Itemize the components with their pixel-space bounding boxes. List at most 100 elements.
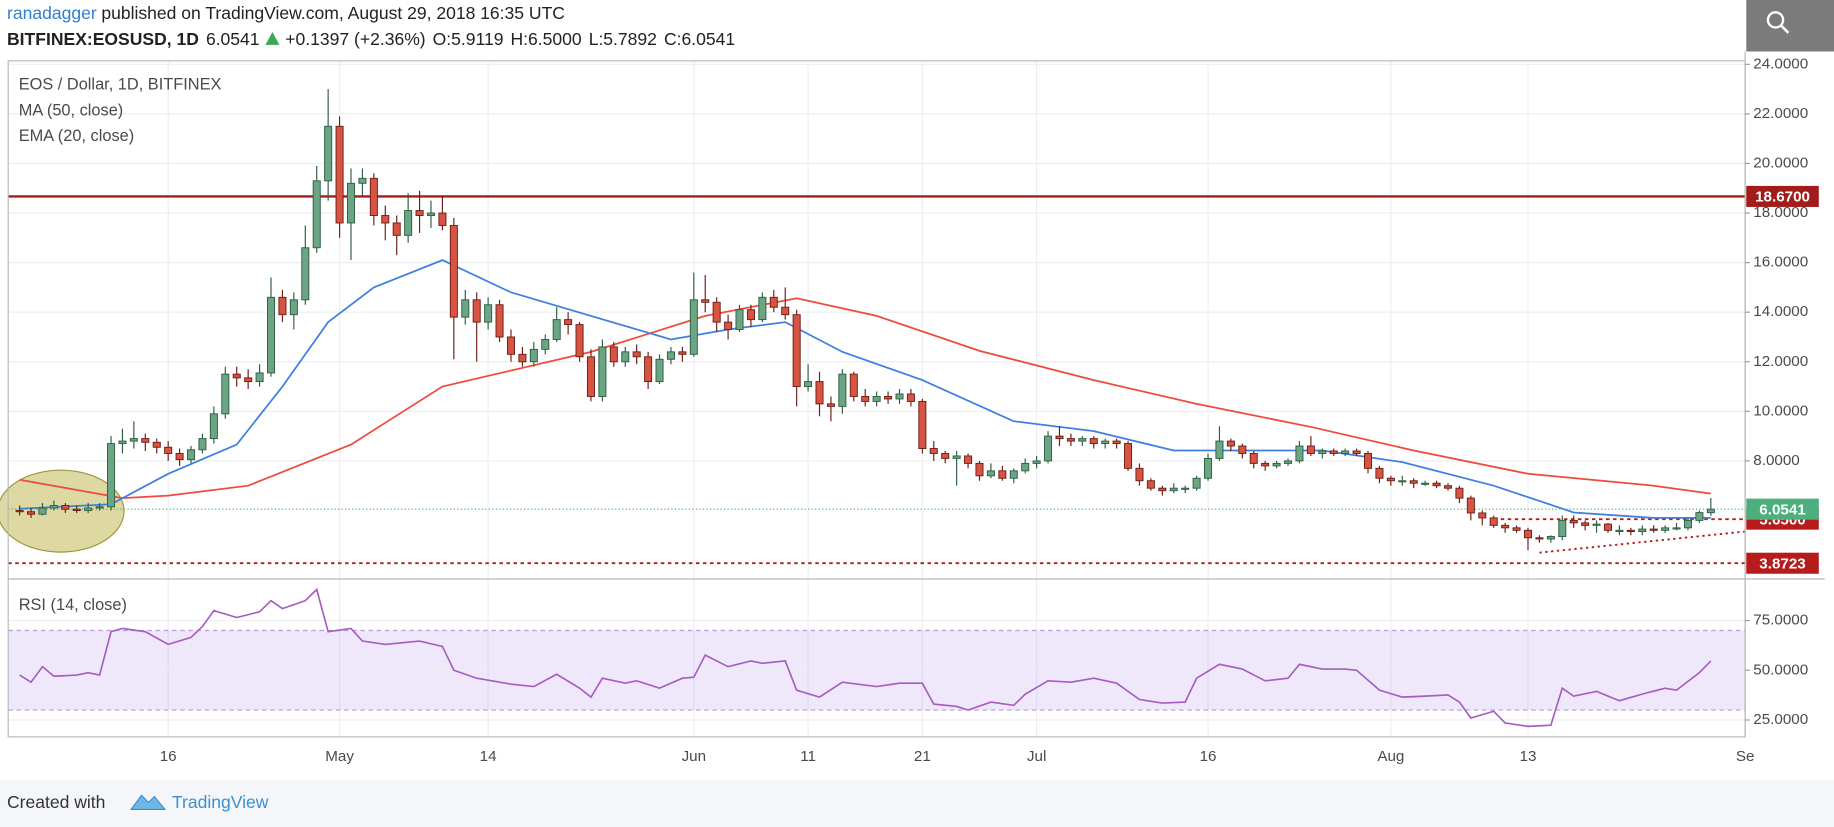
candle-body <box>529 348 538 363</box>
candle-body <box>289 299 298 316</box>
candle-body <box>666 351 675 360</box>
candle-body <box>415 210 424 216</box>
y-tick-label: 16.0000 <box>1753 254 1808 271</box>
candle-body <box>781 306 790 316</box>
candle-body <box>369 177 378 216</box>
published: published on TradingView.com, August 29,… <box>101 3 565 23</box>
candle-body <box>552 319 561 340</box>
candle-body <box>107 443 116 508</box>
candle-body <box>84 507 93 511</box>
candle-body <box>72 508 81 511</box>
x-tick-label: Jun <box>682 748 707 765</box>
candle-body <box>792 314 801 388</box>
candle-body <box>1512 527 1521 531</box>
candle-body <box>861 395 870 402</box>
footer-brand[interactable]: TradingView <box>172 792 269 812</box>
candle-body <box>724 321 733 331</box>
candle-body <box>598 346 607 397</box>
candle-body <box>1215 440 1224 459</box>
brand-logo[interactable] <box>129 794 167 811</box>
candle-body <box>621 351 630 363</box>
candle-body <box>1603 523 1612 531</box>
candle-body <box>49 505 58 509</box>
candle-body <box>1661 527 1670 531</box>
candle-body <box>838 373 847 407</box>
candle-body <box>1169 487 1178 492</box>
chart-title: EOS / Dollar, 1D, BITFINEX <box>19 76 222 94</box>
candle-body <box>1078 438 1087 442</box>
candle-body <box>1364 453 1373 469</box>
x-tick-label: 11 <box>800 748 816 765</box>
candle-body <box>998 470 1007 479</box>
candle-body <box>61 505 70 510</box>
candle-body <box>804 381 813 388</box>
candle-body <box>1375 467 1384 479</box>
candle-body <box>38 507 47 515</box>
search-icon <box>1766 11 1785 29</box>
candle-body <box>1181 487 1190 490</box>
level-tag-label: 18.6700 <box>1755 189 1810 206</box>
candle-body <box>426 212 436 216</box>
indicator-line <box>19 259 1711 519</box>
candle-body <box>1249 453 1258 464</box>
y-tick-label: 8.0000 <box>1753 452 1799 469</box>
candle-body <box>895 393 904 400</box>
ohlc-high: H:6.5000 <box>511 28 582 48</box>
candle-body <box>1272 462 1281 467</box>
candle-body <box>187 449 196 461</box>
axes: 16 May 14 Jun 11 21 Jul 16 Aug 13 Se 8.0000 10.0000 1… <box>160 55 1819 765</box>
footer-created: Created with <box>7 792 105 812</box>
candle-body <box>1569 519 1578 524</box>
candle-body <box>1649 528 1658 531</box>
candle-body <box>244 377 253 383</box>
candle-body <box>1284 460 1293 464</box>
candle-body <box>506 336 515 355</box>
candle-body <box>1089 438 1098 445</box>
candle-body <box>632 351 641 358</box>
y-tick-label: 22.0000 <box>1753 105 1808 122</box>
candle-body <box>495 304 504 338</box>
author[interactable]: ranadagger <box>7 3 97 23</box>
candle-body <box>964 455 973 464</box>
candle-body <box>586 356 595 397</box>
candle-body <box>1443 485 1453 489</box>
candle-body <box>324 125 333 182</box>
candle-body <box>655 358 664 383</box>
candle-body <box>1683 519 1692 529</box>
candle-body <box>1044 435 1053 462</box>
y-tick-label: 10.0000 <box>1753 402 1808 419</box>
candle-body <box>769 296 778 308</box>
candle-body <box>689 299 698 355</box>
search-button[interactable] <box>1746 0 1834 52</box>
candle-body <box>1192 477 1201 489</box>
x-tick-label: Aug <box>1377 748 1404 765</box>
candle-body <box>758 296 767 321</box>
rsi-tick-label: 25.0000 <box>1753 711 1808 728</box>
candle-body <box>27 511 36 515</box>
level-tag <box>1746 552 1819 574</box>
candle-body <box>312 180 321 249</box>
candle-body <box>278 296 287 316</box>
grid <box>8 60 1746 737</box>
candle-body <box>906 393 915 402</box>
last-price-tag <box>1746 498 1819 520</box>
x-tick-label: May <box>325 748 354 765</box>
x-tick-label: Jul <box>1027 748 1046 765</box>
candle-body <box>1329 450 1338 454</box>
candle-body <box>575 324 584 358</box>
candle-body <box>1055 435 1064 440</box>
y-tick-label: 20.0000 <box>1753 154 1808 171</box>
candle-body <box>118 440 127 445</box>
rsi-tick-label: 50.0000 <box>1753 661 1808 678</box>
candle-body <box>301 247 310 301</box>
candle-body <box>564 319 573 326</box>
candle-body <box>346 182 356 224</box>
change: +0.1397 (+2.36%) <box>285 28 425 48</box>
candle-body <box>849 373 858 397</box>
candle-body <box>541 338 550 350</box>
candle-body <box>1592 523 1601 526</box>
footer-band <box>0 780 1834 827</box>
candle-body <box>1558 519 1567 537</box>
